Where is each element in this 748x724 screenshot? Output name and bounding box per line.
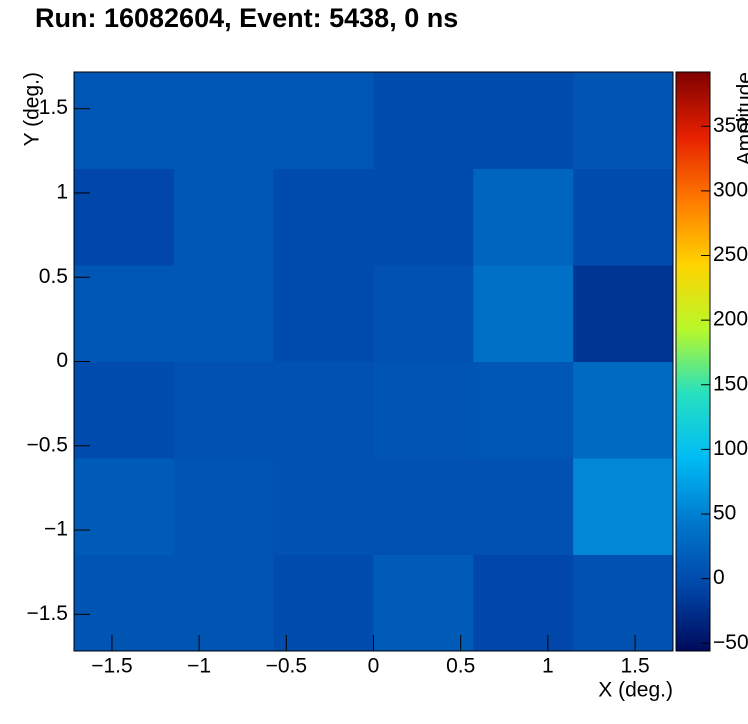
y-tick-label: 0 [56,349,68,372]
z-tick-label: 150 [713,372,748,395]
x-axis-title: X (deg.) [598,679,673,702]
x-tick-label: 1.5 [620,655,649,678]
heatmap-cell [74,458,175,555]
heatmap-cell [373,72,474,169]
heatmap-cell [473,458,574,555]
y-tick-label: −1 [44,518,68,541]
z-tick-label: 50 [713,502,736,525]
heatmap-cell [473,265,574,362]
heatmap-cell [473,72,574,169]
heatmap-cell [373,361,474,459]
heatmap-cell [573,361,674,459]
z-axis-title: Amplitude [734,72,748,165]
y-tick-label: −0.5 [27,433,68,456]
x-tick-label: −0.5 [266,655,307,678]
heatmap-cell [273,72,374,169]
y-tick-label: 1.5 [39,96,68,119]
colorbar [675,71,711,652]
heatmap-cell [74,72,175,169]
heatmap-cell [373,265,474,362]
z-tick-label: 100 [713,437,748,460]
y-tick-label: −1.5 [27,602,68,625]
heatmap-cell [273,168,374,266]
heatmap-cell [273,265,374,362]
heatmap-cell [573,458,674,555]
heatmap-cell [473,361,574,459]
y-tick-label: 0.5 [39,265,68,288]
z-tick-label: 200 [713,308,748,331]
heatmap-cell [74,361,175,459]
heatmap-cell [74,168,175,266]
z-tick-label: 0 [713,566,725,589]
heatmap-cell [173,458,275,555]
heatmap-cell [373,458,474,555]
heatmap-cell [273,361,374,459]
x-tick-label: 1 [542,655,554,678]
x-tick-label: 0 [368,655,380,678]
heatmap-cell [173,168,275,266]
heatmap-cell [173,72,275,169]
x-tick-label: 0.5 [446,655,475,678]
heatmap-cell [473,554,574,652]
x-tick-label: −1 [187,655,211,678]
heatmap-cell [573,168,674,266]
heatmap-cell [74,554,175,652]
z-tick-label: 300 [713,178,748,201]
heatmap-cell [573,72,674,169]
z-tick-label: 350 [713,114,748,137]
x-tick-label: −1.5 [91,655,132,678]
chart-title: Run: 16082604, Event: 5438, 0 ns [35,3,458,33]
heatmap-cell [573,265,674,362]
z-tick-label: 250 [713,243,748,266]
heatmap-cell [573,554,674,652]
y-tick-label: 1 [56,180,68,203]
heatmap-cell [273,458,374,555]
heatmap-cell [173,361,275,459]
heatmap-cell [373,554,474,652]
z-tick-label: −50 [713,631,748,654]
heatmap-cell [473,168,574,266]
heatmap-cell [74,265,175,362]
heatmap-cell [173,265,275,362]
y-axis-title: Y (deg.) [21,72,44,146]
heatmap-cell [273,554,374,652]
heatmap-cell [173,554,275,652]
heatmap-cell [373,168,474,266]
